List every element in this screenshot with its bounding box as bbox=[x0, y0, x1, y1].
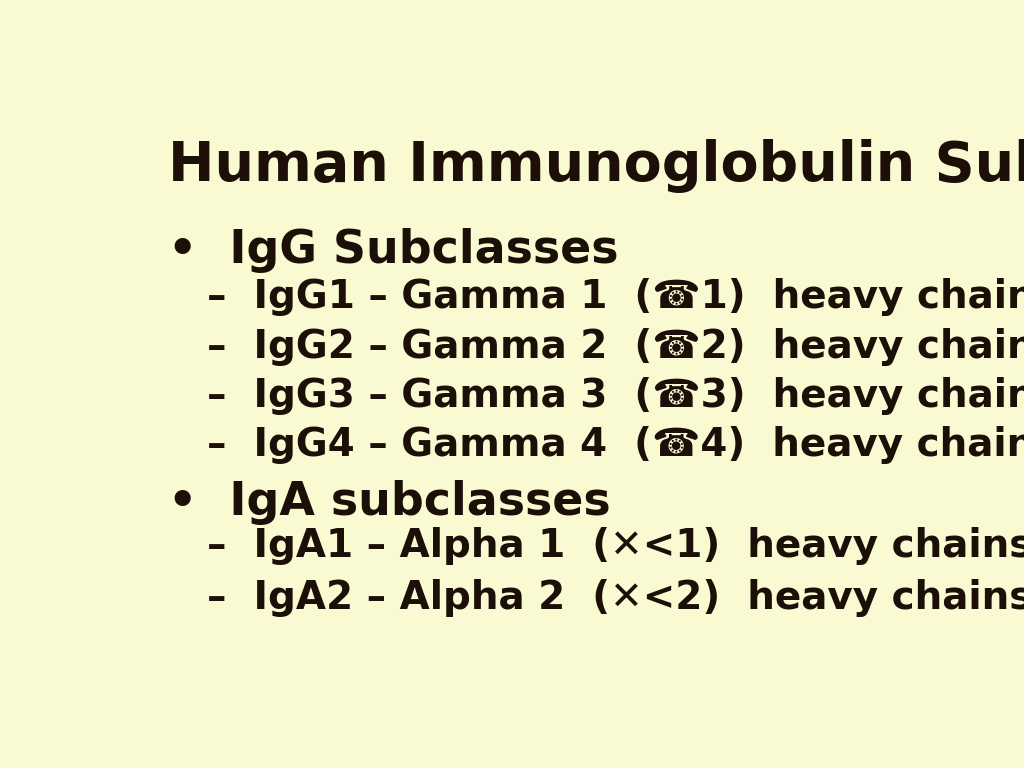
Text: –  IgG4 – Gamma 4  (☎4)  heavy chains: – IgG4 – Gamma 4 (☎4) heavy chains bbox=[207, 425, 1024, 464]
Text: –  IgG1 – Gamma 1  (☎1)  heavy chains: – IgG1 – Gamma 1 (☎1) heavy chains bbox=[207, 279, 1024, 316]
Text: –  IgA2 – Alpha 2  (✕<2)  heavy chains: – IgA2 – Alpha 2 (✕<2) heavy chains bbox=[207, 579, 1024, 617]
Text: –  IgG2 – Gamma 2  (☎2)  heavy chains: – IgG2 – Gamma 2 (☎2) heavy chains bbox=[207, 327, 1024, 366]
Text: Human Immunoglobulin Subclasses: Human Immunoglobulin Subclasses bbox=[168, 140, 1024, 194]
Text: –  IgA1 – Alpha 1  (✕<1)  heavy chains: – IgA1 – Alpha 1 (✕<1) heavy chains bbox=[207, 527, 1024, 564]
Text: •  IgG Subclasses: • IgG Subclasses bbox=[168, 228, 618, 273]
Text: •  IgA subclasses: • IgA subclasses bbox=[168, 479, 610, 525]
Text: –  IgG3 – Gamma 3  (☎3)  heavy chains: – IgG3 – Gamma 3 (☎3) heavy chains bbox=[207, 376, 1024, 415]
